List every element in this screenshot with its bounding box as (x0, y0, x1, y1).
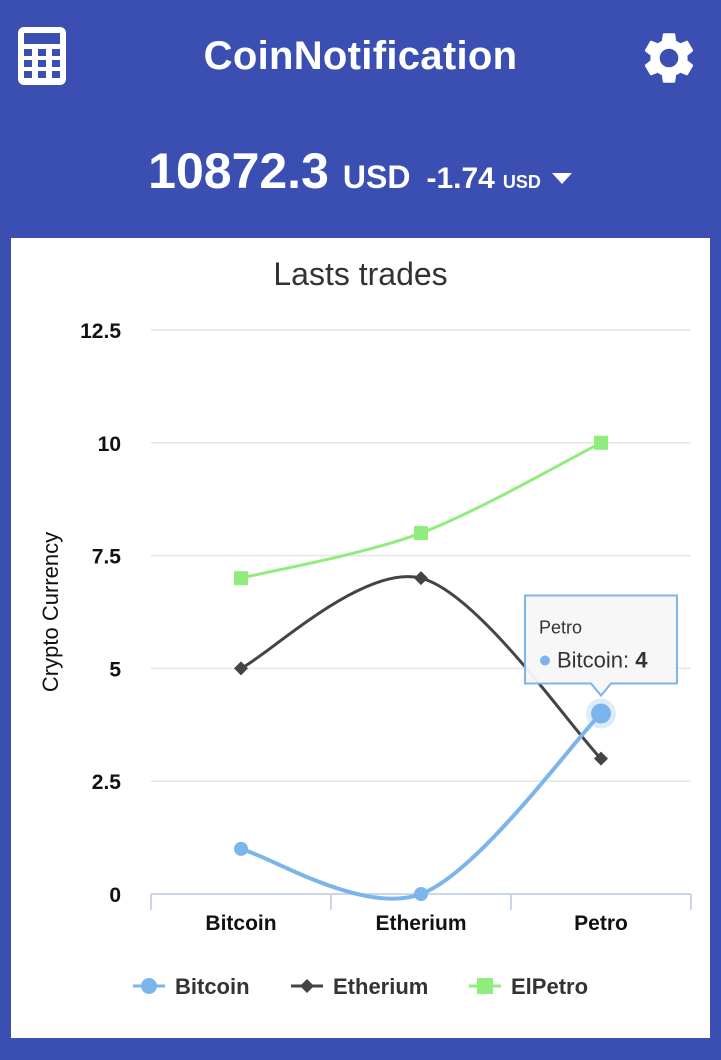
data-point-bitcoin (591, 703, 611, 724)
legend-marker (300, 979, 314, 993)
legend-marker (141, 978, 157, 994)
series-line-elpetro (240, 441, 602, 580)
x-tick-label: Petro (574, 912, 628, 935)
price-change-currency: USD (502, 172, 541, 192)
chart-title: Lasts trades (273, 256, 447, 292)
legend-label: ElPetro (511, 974, 588, 999)
legend-item-elpetro[interactable]: ElPetro (469, 974, 588, 999)
gear-icon[interactable] (638, 27, 700, 89)
legend-label: Etherium (333, 974, 428, 999)
line-chart: Lasts trades Crypto Currency 0 2.5 5 7.5 10 12.… (38, 256, 692, 999)
y-tick-label: 10 (98, 433, 121, 456)
y-tick-label: 2.5 (92, 771, 122, 794)
y-tick-label: 5 (109, 658, 121, 681)
x-tick-label: Bitcoin (205, 912, 276, 935)
calculator-icon[interactable] (18, 27, 66, 85)
price-currency: USD (342, 159, 411, 195)
app-title: CoinNotification (203, 34, 518, 78)
chart-card: Lasts trades Crypto Currency 0 2.5 5 7.5 10 12.… (11, 238, 710, 1038)
data-point-elpetro (234, 571, 248, 586)
legend-item-bitcoin[interactable]: Bitcoin (133, 974, 250, 999)
app-bar: CoinNotification (0, 0, 721, 120)
tooltip-category: Petro (539, 618, 582, 638)
legend-label: Bitcoin (175, 974, 250, 999)
price-row: 10872.3 USD -1.74 USD (0, 142, 721, 212)
series-line-bitcoin (240, 712, 603, 901)
data-point-elpetro (414, 526, 428, 541)
data-point-etherium (234, 661, 248, 676)
tooltip-value: 4 (635, 648, 648, 673)
caret-down-icon[interactable] (551, 172, 573, 186)
tooltip: Petro Bitcoin: 4 (524, 594, 678, 698)
data-point-bitcoin (414, 887, 428, 901)
y-tick-label: 12.5 (80, 320, 121, 343)
tooltip-series-name: Bitcoin: 4 (557, 648, 648, 673)
y-tick-label: 7.5 (92, 546, 122, 569)
data-point-bitcoin (234, 841, 248, 856)
y-axis-label: Crypto Currency (38, 532, 63, 692)
legend-item-etherium[interactable]: Etherium (291, 974, 428, 999)
price-value: 10872.3 (148, 143, 329, 199)
price-change: -1.74 (426, 162, 495, 195)
y-tick-label: 0 (109, 884, 121, 907)
tooltip-series-dot (540, 655, 550, 666)
x-tick-label: Etherium (375, 912, 466, 935)
data-point-etherium (414, 571, 428, 586)
legend-marker (477, 978, 493, 994)
tooltip-box (524, 594, 678, 698)
data-point-elpetro (594, 435, 608, 450)
bottom-strip (0, 1038, 721, 1060)
data-point-etherium (594, 751, 608, 766)
